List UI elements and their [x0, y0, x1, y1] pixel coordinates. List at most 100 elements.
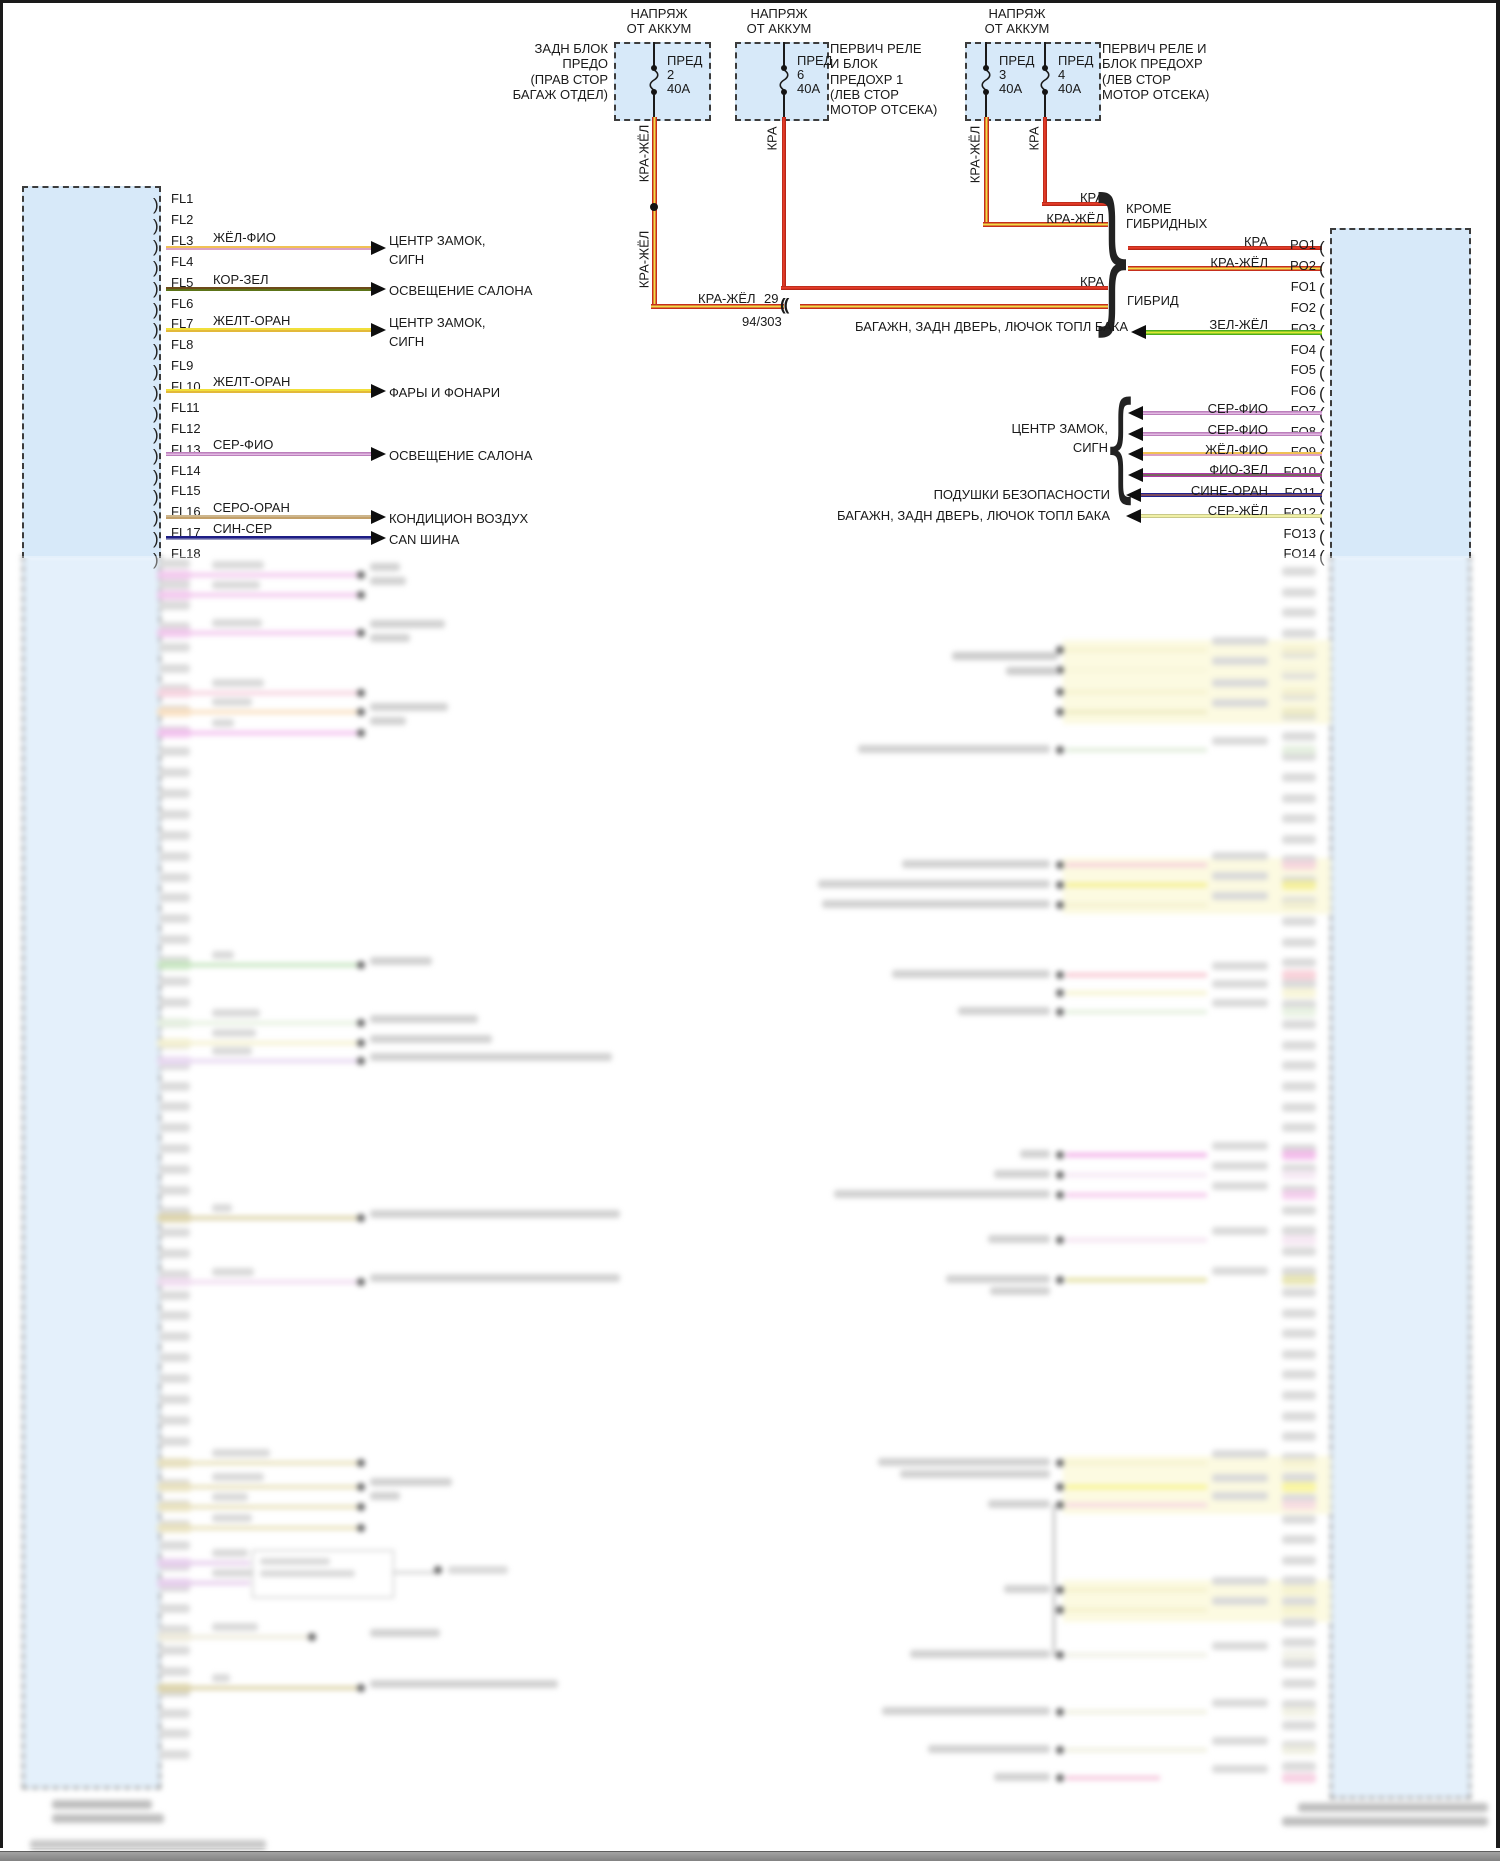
blurred-wire — [157, 1461, 357, 1465]
pin-label-FL14: FL14 — [171, 463, 201, 478]
blurred-label — [370, 563, 400, 571]
blurred-wire-name — [212, 1047, 252, 1055]
pin-stub — [1282, 1350, 1316, 1359]
pin-stub — [159, 580, 190, 589]
blurred-code — [1212, 1597, 1268, 1605]
wire-color-label: ФИО-ЗЕЛ — [1209, 462, 1268, 477]
pin-label-PO1: PO1 — [1289, 237, 1316, 252]
blurred-wire — [1066, 1588, 1207, 1592]
blurred-label — [370, 1035, 492, 1043]
blurred-wire — [157, 593, 357, 597]
blurred-wire — [1066, 1710, 1207, 1714]
blurred-label — [882, 1707, 1050, 1715]
left-connector-box — [22, 186, 161, 558]
fuse-terminal-dot — [1041, 64, 1049, 72]
footer-note — [30, 1840, 266, 1849]
feed-label: ГИБРИД — [1127, 293, 1179, 308]
pin-socket-icon: ( — [1319, 527, 1325, 546]
blurred-wire-name — [212, 1473, 264, 1481]
pin-socket-icon: ) — [153, 467, 159, 486]
fuse-box-1 — [614, 42, 711, 121]
blurred-dot — [434, 1566, 442, 1574]
arrow-left-icon — [1128, 427, 1143, 441]
blurred-code — [1212, 1642, 1268, 1650]
blurred-code — [1212, 1699, 1268, 1707]
arrow-left-icon — [1126, 509, 1141, 523]
pin-stub — [1282, 1494, 1316, 1503]
wire-destination-label: ЦЕНТР ЗАМОК, СИГН — [389, 233, 486, 267]
pin-stub — [1282, 1329, 1316, 1338]
blurred-dot — [1056, 1151, 1064, 1159]
blurred-wire — [157, 1581, 250, 1585]
pin-stub — [1282, 1267, 1316, 1276]
pin-stub — [1282, 1618, 1316, 1627]
merge-brace: } — [1089, 179, 1134, 337]
feed-label: КРА — [1079, 274, 1104, 289]
right-connector-box-lower — [1330, 556, 1471, 1799]
blurred-label — [990, 1287, 1050, 1295]
blurred-label — [958, 1007, 1050, 1015]
wire-fl17 — [166, 536, 371, 540]
pin-stub — [159, 1270, 190, 1279]
blurred-label — [902, 860, 1050, 868]
pin-stub-colored — [1282, 1605, 1316, 1615]
blurred-wire-name — [212, 619, 262, 627]
pin-stub — [1282, 1288, 1316, 1297]
pin-stub — [159, 1102, 190, 1111]
arrow-left-icon — [1128, 468, 1143, 482]
feed-wire-horizontal — [1042, 202, 1108, 206]
blurred-wire-name — [212, 1009, 260, 1017]
feed-wire-vertical — [782, 117, 786, 290]
pin-socket-icon: ) — [153, 425, 159, 444]
fuse-box-side-label: ЗАДН БЛОК ПРЕДО (ПРАВ СТОР БАГАЖ ОТДЕЛ) — [512, 41, 608, 102]
arrow-right-icon — [371, 323, 386, 337]
blurred-wire-name — [212, 581, 260, 589]
pin-stub — [1282, 1432, 1316, 1441]
brace-glyph: } — [1089, 166, 1135, 350]
blurred-dot — [357, 729, 365, 737]
blurred-wire — [157, 691, 357, 695]
pin-stub — [159, 1353, 190, 1362]
blurred-wire-name — [212, 1268, 254, 1276]
arrow-right-icon — [371, 447, 386, 461]
pin-stub — [159, 998, 190, 1007]
blurred-code — [1212, 1142, 1268, 1150]
pin-socket-icon: ) — [153, 383, 159, 402]
blurred-dot — [1056, 1606, 1064, 1614]
wire-fl3 — [166, 246, 371, 250]
blurred-wire — [1066, 1153, 1207, 1157]
blurred-label — [370, 634, 410, 642]
fuse-lead-top — [783, 42, 785, 66]
fuse-rating: 40А — [797, 81, 821, 96]
pin-stub — [1282, 1041, 1316, 1050]
pin-stub-colored — [1282, 665, 1316, 675]
blurred-label — [900, 1470, 1050, 1478]
blurred-dot — [357, 1214, 365, 1222]
pin-socket-icon: ) — [153, 508, 159, 527]
blurred-label — [448, 1566, 508, 1574]
fuse-number: 4 — [1058, 67, 1066, 82]
pin-stub — [1282, 1535, 1316, 1544]
feed-label: КРА-ЖЁЛ — [698, 291, 756, 306]
blurred-wire — [157, 1561, 250, 1565]
pin-stub — [159, 1750, 190, 1759]
page-border-top — [0, 0, 1500, 3]
fuse-terminal-dot — [982, 64, 990, 72]
blurred-wire-name — [212, 1623, 258, 1631]
pin-socket-icon: ) — [153, 320, 159, 339]
pin-stub — [1282, 979, 1316, 988]
fuse-box-side-label: ПЕРВИЧ РЕЛЕ И БЛОК ПРЕДОХР (ЛЕВ СТОР МОТ… — [1102, 41, 1210, 102]
pin-stub — [159, 768, 190, 777]
blurred-label — [370, 620, 445, 628]
wire-color-label: СИН-СЕР — [213, 521, 273, 536]
blurred-code — [1212, 1737, 1268, 1745]
blurred-dot — [1056, 1459, 1064, 1467]
blurred-wire — [157, 631, 357, 635]
pin-label-FO14: FO14 — [1283, 546, 1316, 561]
arrow-left-icon — [1128, 406, 1143, 420]
blurred-dot — [357, 591, 365, 599]
blurred-wire-name — [212, 1204, 232, 1212]
blurred-dot — [1056, 646, 1064, 654]
wire-color-label-rotated: КРА-ЖЁЛ — [967, 125, 983, 184]
